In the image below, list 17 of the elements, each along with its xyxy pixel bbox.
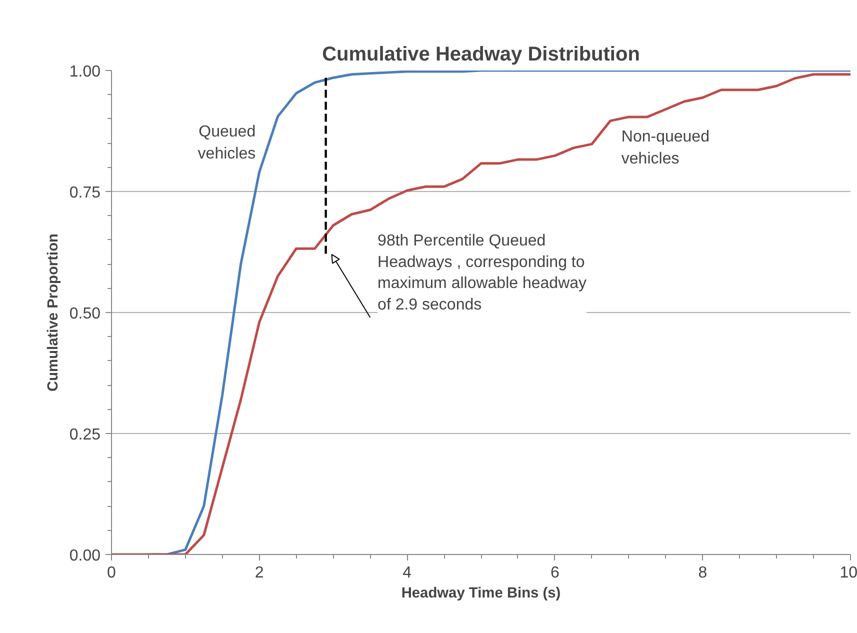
x-tick-label: 6 xyxy=(550,564,560,582)
series-label: Queued vehicles xyxy=(198,124,256,163)
chart-title: Cumulative Headway Distribution xyxy=(322,44,640,66)
series-label: Non-queued vehicles xyxy=(621,128,710,168)
y-tick-label: 0.00 xyxy=(69,548,101,564)
x-tick-label: 0 xyxy=(107,564,116,582)
x-tick-label: 4 xyxy=(402,564,412,582)
x-axis-title: Headway Time Bins (s) xyxy=(401,586,561,602)
y-tick-label: 1.00 xyxy=(69,64,101,80)
y-axis-title: Cumulative Proportion xyxy=(45,233,62,392)
x-tick-label: 10 xyxy=(840,564,857,582)
y-tick-label: 0.75 xyxy=(69,184,101,202)
annotation: 98th Percentile Queued Headways , corresponding to maximum allowable headway of 2.9 seconds xyxy=(378,232,587,314)
y-tick-label: 0.25 xyxy=(69,426,101,444)
x-tick-label: 8 xyxy=(698,564,708,582)
y-tick-label: 0.50 xyxy=(69,306,101,322)
x-tick-label: 2 xyxy=(254,564,264,582)
